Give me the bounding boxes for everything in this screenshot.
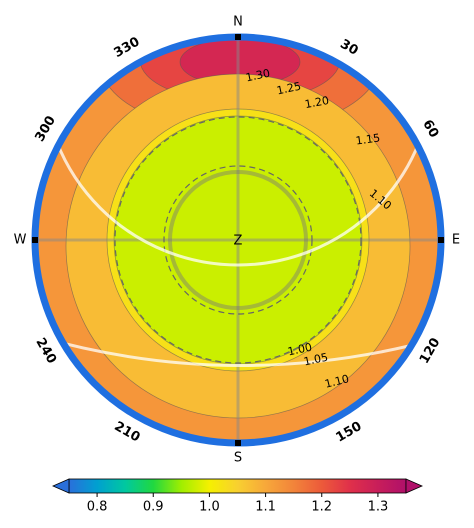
colorbar-extend-high xyxy=(405,478,423,494)
colorbar-tick-label: 1.0 xyxy=(199,500,220,515)
colorbar-tick-label: 1.2 xyxy=(311,500,332,515)
cardinal-tick xyxy=(438,237,444,243)
overlay xyxy=(38,40,438,440)
colorbar-tick-label: 0.9 xyxy=(143,500,164,515)
circle xyxy=(168,170,308,310)
azimuth-label: 150 xyxy=(333,419,364,446)
dashed-circle xyxy=(114,116,362,364)
azimuth-label: 30 xyxy=(337,37,360,59)
azimuth-label: 300 xyxy=(32,113,59,144)
azimuth-label: 240 xyxy=(32,335,59,366)
azimuth-label: 210 xyxy=(111,419,142,446)
cardinal-tick xyxy=(235,440,241,446)
cardinal-label: N xyxy=(233,15,243,30)
contour-label: 1.10 xyxy=(323,372,350,391)
azimuth-label: 330 xyxy=(111,34,142,61)
cardinal-label: E xyxy=(452,233,460,248)
cardinal-label: S xyxy=(234,451,242,466)
colorbar-tick-label: 1.3 xyxy=(368,500,389,515)
colorbar xyxy=(68,478,407,494)
cardinal-tick xyxy=(235,34,241,40)
white-arc xyxy=(38,334,438,367)
zenith-label: Z xyxy=(234,234,243,249)
colorbar-tick-label: 0.8 xyxy=(87,500,108,515)
cardinal-label: W xyxy=(14,233,27,248)
cardinal-tick xyxy=(32,237,38,243)
azimuth-label: 60 xyxy=(419,117,441,140)
contour-label: 1.25 xyxy=(276,80,303,98)
contour-label: 1.00 xyxy=(287,341,314,359)
contour-label: 1.15 xyxy=(355,131,381,147)
azimuth-label: 120 xyxy=(417,335,444,366)
contour-label: 1.30 xyxy=(245,67,272,85)
contour-label: 1.20 xyxy=(304,94,330,111)
contour-label: 1.05 xyxy=(303,351,330,369)
colorbar-tick-label: 1.1 xyxy=(255,500,276,515)
dashed-circle xyxy=(163,165,313,315)
colorbar-extend-low xyxy=(52,478,70,494)
